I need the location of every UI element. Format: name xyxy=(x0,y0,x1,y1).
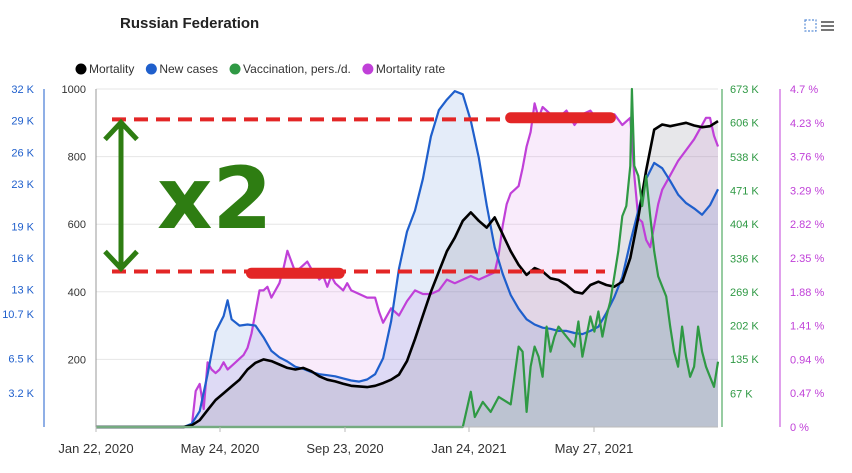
vaccination-tick-label: 336 K xyxy=(730,253,759,265)
legend-label: Vaccination, pers./d. xyxy=(243,62,351,76)
vaccination-tick-label: 471 K xyxy=(730,185,759,197)
vaccination-area xyxy=(96,89,718,427)
mortality-rate-tick-label: 0.47 % xyxy=(790,388,824,400)
series-areas xyxy=(96,89,718,428)
vaccination-tick-label: 673 K xyxy=(730,84,759,96)
mortality-tick-label: 1000 xyxy=(62,84,86,96)
x-tick-label: Jan 24, 2021 xyxy=(431,441,506,456)
mortality-rate-tick-label: 0.94 % xyxy=(790,354,824,366)
new-cases-tick-label: 23 K xyxy=(11,179,34,191)
vaccination-line xyxy=(96,87,720,429)
x-tick-label: Sep 23, 2020 xyxy=(306,441,383,456)
mortality-rate-tick-label: 2.35 % xyxy=(790,253,824,265)
new-cases-tick-label: 3.2 K xyxy=(8,388,34,400)
new-cases-line xyxy=(96,90,719,429)
mortality-tick-label: 400 xyxy=(68,287,86,299)
new-cases-tick-label: 32 K xyxy=(11,84,34,96)
legend-marker xyxy=(145,63,157,75)
chart-menu-button[interactable] xyxy=(804,18,840,34)
legend-label: New cases xyxy=(159,62,218,76)
mortality-line xyxy=(96,120,719,429)
axes: 200 400 600 800 1000 3.2 K 6.5 K 10.7 K 13 K 16 K… xyxy=(2,84,824,456)
legend-label: Mortality rate xyxy=(376,62,446,76)
vaccination-tick-label: 135 K xyxy=(730,354,759,366)
mortality-rate-tick-label: 2.82 % xyxy=(790,219,824,231)
grid-lines xyxy=(96,88,718,360)
mortality-tick-label: 200 xyxy=(68,354,86,366)
mortality-tick-label: 800 xyxy=(68,152,86,164)
new-cases-tick-label: 26 K xyxy=(11,147,34,159)
legend-marker xyxy=(229,63,241,75)
new-cases-tick-label: 10.7 K xyxy=(2,309,34,321)
vaccination-tick-label: 538 K xyxy=(730,152,759,164)
vaccination-tick-label: 269 K xyxy=(730,287,759,299)
new-cases-tick-label: 16 K xyxy=(11,253,34,265)
mortality-rate-tick-label: 3.29 % xyxy=(790,185,824,197)
annotations: x2 xyxy=(103,112,616,279)
legend: Mortality New cases Vaccination, pers./d. M… xyxy=(75,62,446,76)
mortality-rate-tick-label: 4.23 % xyxy=(790,118,824,130)
new-cases-tick-label: 19 K xyxy=(11,221,34,233)
x-tick-label: May 27, 2021 xyxy=(555,441,634,456)
mortality-rate-tick-label: 4.7 % xyxy=(790,84,818,96)
legend-marker xyxy=(362,63,374,75)
arrow-head-up xyxy=(103,118,139,142)
new-cases-tick-label: 29 K xyxy=(11,116,34,128)
legend-marker xyxy=(75,63,87,75)
chart-title: Russian Federation xyxy=(120,15,259,32)
mortality-area xyxy=(96,121,718,427)
x2-annotation: x2 xyxy=(157,149,272,249)
mortality-rate-tick-label: 1.88 % xyxy=(790,287,824,299)
x-tick-label: May 24, 2020 xyxy=(181,441,260,456)
new-cases-tick-label: 13 K xyxy=(11,285,34,297)
mortality-rate-tick-label: 3.76 % xyxy=(790,152,824,164)
series-lines xyxy=(96,87,720,429)
arrow-head-down xyxy=(103,249,139,273)
new-cases-area xyxy=(96,91,718,427)
vaccination-tick-label: 606 K xyxy=(730,118,759,130)
legend-label: Mortality xyxy=(89,62,134,76)
mortality-tick-label: 600 xyxy=(68,219,86,231)
x-tick-label: Jan 22, 2020 xyxy=(58,441,133,456)
new-cases-tick-label: 6.5 K xyxy=(8,353,34,365)
vaccination-tick-label: 67 K xyxy=(730,388,753,400)
mortality-rate-tick-label: 1.41 % xyxy=(790,321,824,333)
vaccination-tick-label: 202 K xyxy=(730,321,759,333)
mortality-rate-area xyxy=(96,103,718,428)
vaccination-tick-label: 404 K xyxy=(730,219,759,231)
mortality-rate-tick-label: 0 % xyxy=(790,422,809,434)
menu-icon xyxy=(804,19,834,32)
